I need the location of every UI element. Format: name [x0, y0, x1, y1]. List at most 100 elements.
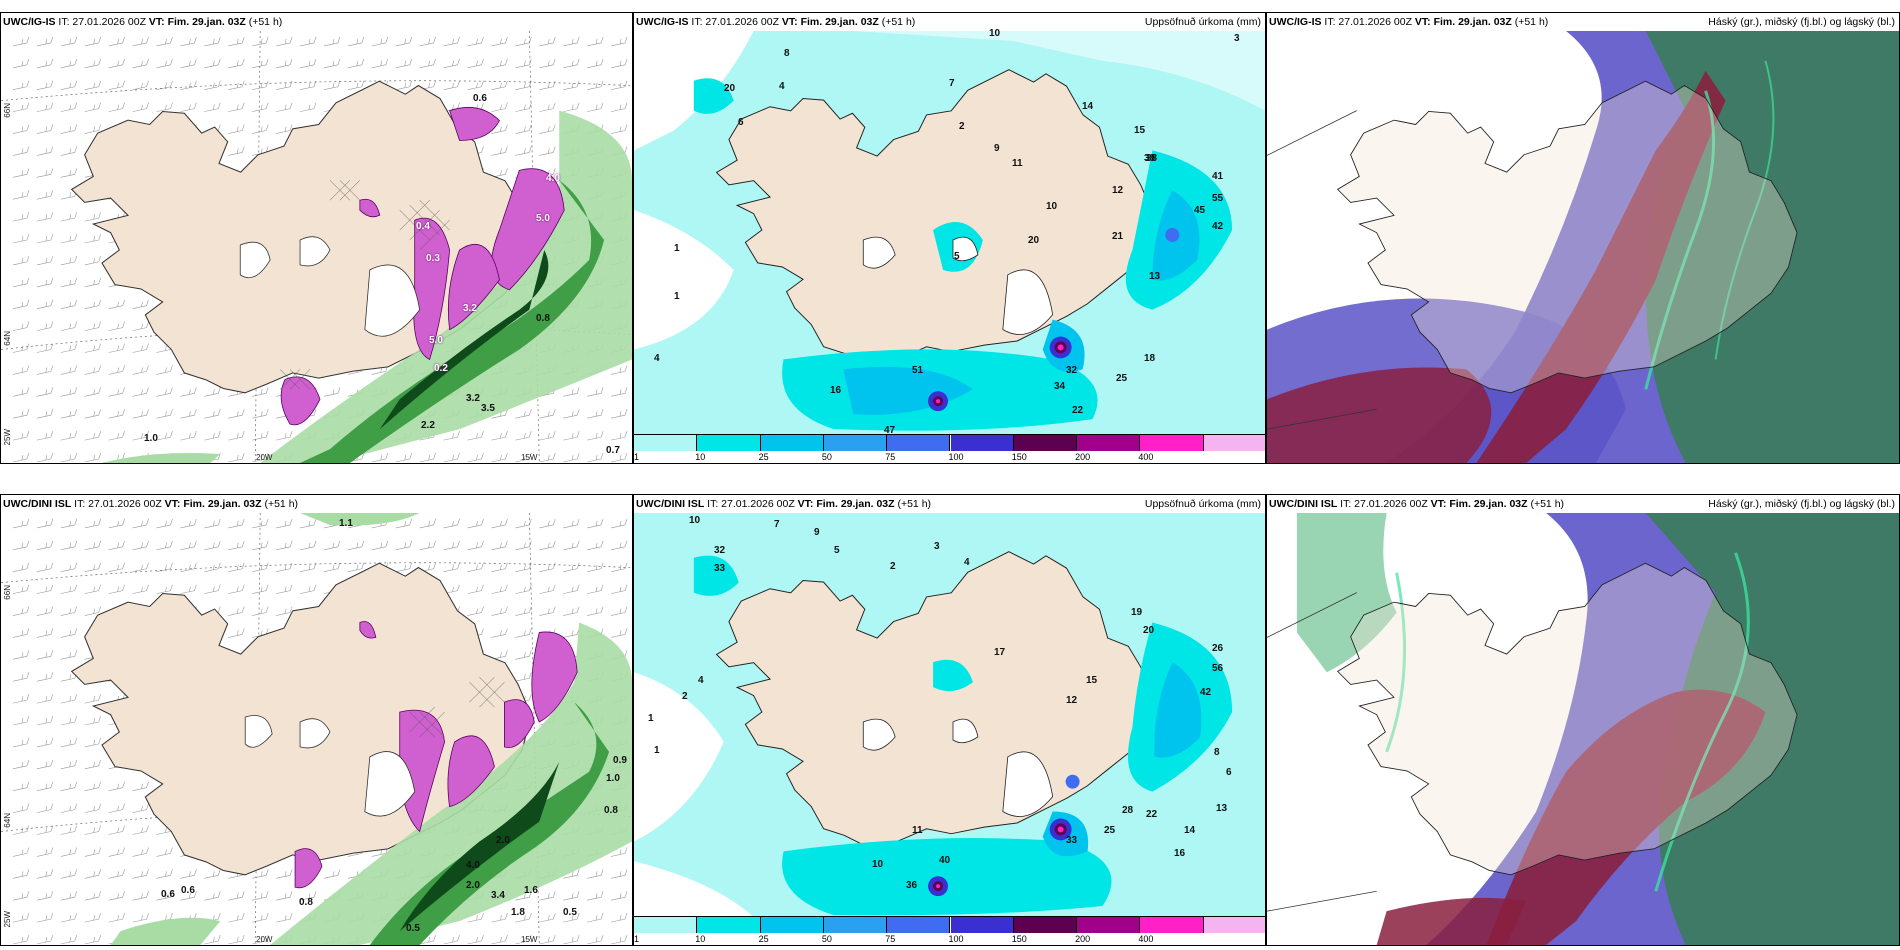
wind-barb	[108, 36, 125, 47]
wind-barb	[180, 80, 197, 91]
wind-barb	[60, 847, 78, 857]
wind-barb	[323, 80, 341, 91]
value-label: 7	[774, 519, 780, 530]
wind-barb	[60, 387, 78, 397]
wind-barb	[84, 277, 101, 288]
wind-barb	[515, 934, 532, 945]
wind-barb	[12, 825, 30, 835]
wind-barb	[36, 891, 54, 901]
map-area[interactable]	[1, 31, 632, 463]
wind-barb	[252, 913, 269, 923]
wind-barb	[515, 102, 532, 112]
wind-barb	[204, 584, 221, 594]
lead-time: (+51 h)	[1530, 498, 1565, 510]
lon-label-25: 25W	[3, 429, 12, 446]
wind-barb	[515, 650, 532, 660]
wind-barb	[204, 934, 221, 945]
value-label: 32	[1066, 365, 1078, 376]
wind-barb	[108, 781, 125, 792]
wind-barb	[515, 452, 532, 463]
wind-barb	[132, 387, 149, 397]
wind-barb	[60, 584, 78, 594]
wind-barb	[443, 431, 460, 441]
wind-barb	[132, 365, 149, 375]
wind-barb	[84, 365, 101, 375]
colorbar-swatch	[634, 917, 698, 933]
wind-barb	[60, 321, 78, 331]
wind-barb	[156, 869, 173, 879]
value-label: 5	[834, 545, 840, 556]
wind-barb	[60, 562, 78, 573]
init-time: IT: 27.01.2026 00Z	[1324, 16, 1412, 28]
wind-barb	[36, 124, 54, 134]
wind-barb	[60, 212, 78, 222]
wind-barb	[611, 584, 628, 594]
wind-barb	[204, 409, 221, 419]
value-label: 16	[1174, 848, 1186, 859]
wind-barb	[132, 102, 149, 112]
map-area[interactable]	[634, 513, 1265, 917]
wind-barb	[108, 825, 125, 835]
wind-barb	[12, 737, 30, 748]
wind-barb	[587, 452, 604, 463]
wind-barb	[611, 562, 628, 573]
map-area[interactable]	[634, 31, 1265, 435]
wind-barb	[467, 540, 484, 551]
wind-barb	[276, 540, 293, 551]
wind-barb	[84, 409, 101, 419]
lon-label-20: 20W	[256, 453, 273, 462]
colorbar-tick: 50	[821, 934, 832, 944]
value-label: 38	[1146, 153, 1158, 164]
wind-barb	[60, 255, 78, 266]
wind-barb	[132, 36, 149, 47]
wind-barb	[467, 562, 484, 573]
wind-barb	[12, 759, 30, 770]
wind-barb	[515, 562, 532, 573]
wind-barb	[12, 694, 30, 704]
wind-barb	[587, 913, 604, 923]
wind-barb	[395, 452, 412, 463]
wind-barb	[443, 540, 460, 551]
wind-barb	[491, 606, 508, 616]
wind-barb	[156, 891, 173, 901]
wind-barb	[228, 540, 245, 551]
wind-barb	[443, 36, 460, 47]
snow-areas	[294, 621, 578, 889]
wind-barb	[60, 431, 78, 441]
lead-time: (+51 h)	[881, 16, 916, 28]
wind-barb	[515, 80, 532, 91]
wind-barb	[491, 913, 508, 923]
panel-title: UWC/IG-IS IT: 27.01.2026 00Z VT: Fim. 29…	[3, 13, 282, 31]
wind-barb	[12, 584, 30, 594]
wind-barb	[443, 58, 460, 69]
wind-barb	[228, 80, 245, 91]
wind-barb	[539, 431, 556, 441]
precip-fill	[693, 78, 1233, 431]
wind-barb	[60, 628, 78, 638]
value-label: 3	[1234, 33, 1240, 44]
wind-barb	[180, 518, 197, 529]
wind-barb	[12, 343, 30, 353]
colorbar-swatch	[697, 917, 761, 933]
wind-barb	[228, 58, 245, 69]
wind-barb	[84, 299, 101, 310]
wind-barb	[323, 387, 341, 397]
wind-barb	[539, 584, 556, 594]
wind-barb	[84, 759, 101, 770]
wind-barb	[539, 452, 556, 463]
wind-barb	[204, 891, 221, 901]
wind-barb	[180, 387, 197, 397]
map-area[interactable]	[1, 513, 632, 945]
wind-barb	[204, 562, 221, 573]
colorbar-tick: 400	[1138, 452, 1154, 462]
value-label: 1	[674, 291, 680, 302]
map-area[interactable]	[1267, 31, 1899, 463]
map-area[interactable]	[1267, 513, 1899, 945]
wind-barb	[252, 80, 269, 91]
wind-barb	[419, 540, 436, 551]
wind-barb	[12, 321, 30, 331]
colorbar-tick: 25	[758, 452, 769, 462]
value-label: 4	[654, 353, 660, 364]
colorbar-swatch	[634, 435, 698, 451]
value-label: 8	[784, 48, 790, 59]
